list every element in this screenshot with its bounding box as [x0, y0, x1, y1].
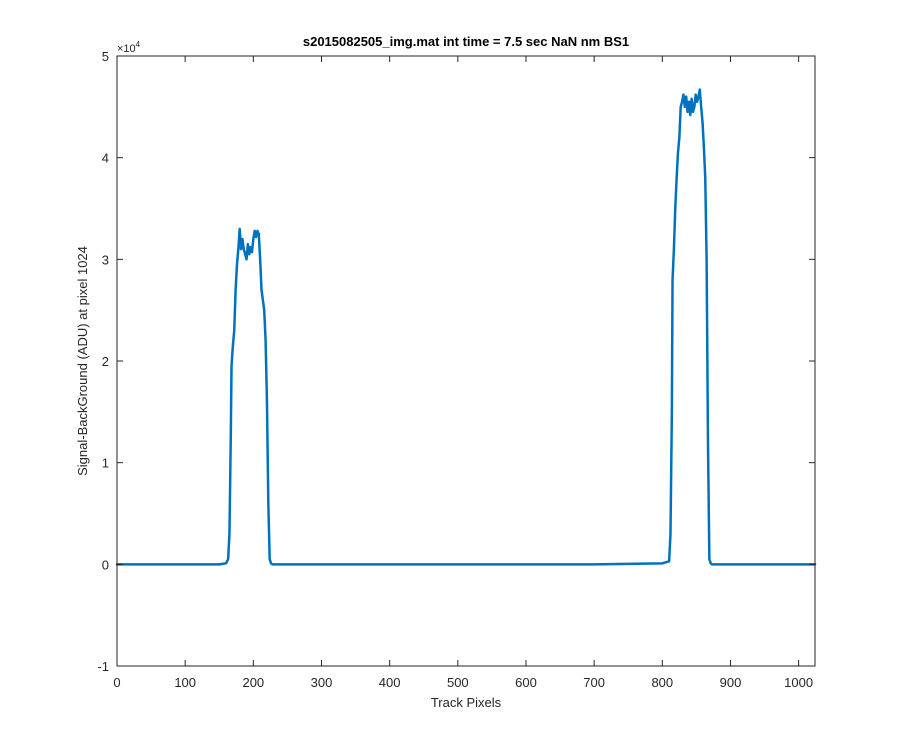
x-tick-label: 200: [242, 675, 264, 690]
x-tick-label: 500: [447, 675, 469, 690]
y-tick-label: 4: [102, 151, 109, 166]
plot-area: [117, 56, 815, 666]
x-tick-label: 900: [720, 675, 742, 690]
x-tick-label: 600: [515, 675, 537, 690]
x-tick-label: 1000: [784, 675, 813, 690]
series-layer: [115, 88, 817, 566]
chart-title: s2015082505_img.mat int time = 7.5 sec N…: [303, 34, 629, 49]
x-tick-label: 0: [113, 675, 120, 690]
y-axis-label: Signal-BackGround (ADU) at pixel 1024: [75, 246, 90, 476]
x-tick-label: 800: [651, 675, 673, 690]
y-axis-multiplier-exponent: 4: [136, 40, 141, 49]
y-axis-multiplier-base: ×10: [117, 43, 136, 55]
y-tick-label: 0: [102, 557, 109, 572]
y-axis-multiplier: ×104: [117, 40, 141, 55]
y-tick-label: -1: [97, 659, 109, 674]
x-axis-label: Track Pixels: [431, 695, 502, 710]
series-line-1: [115, 88, 817, 566]
x-tick-label: 100: [174, 675, 196, 690]
y-tick-label: 2: [102, 354, 109, 369]
y-tick-label: 5: [102, 49, 109, 64]
y-tick-label: 1: [102, 456, 109, 471]
axes-layer: 0 100 200 300 400 500 600 700 800 900 1000 -1 0 1 2 3 4 5: [97, 49, 816, 690]
x-tick-label: 300: [311, 675, 333, 690]
y-tick-label: 3: [102, 252, 109, 267]
x-tick-label: 700: [583, 675, 605, 690]
x-tick-label: 400: [379, 675, 401, 690]
